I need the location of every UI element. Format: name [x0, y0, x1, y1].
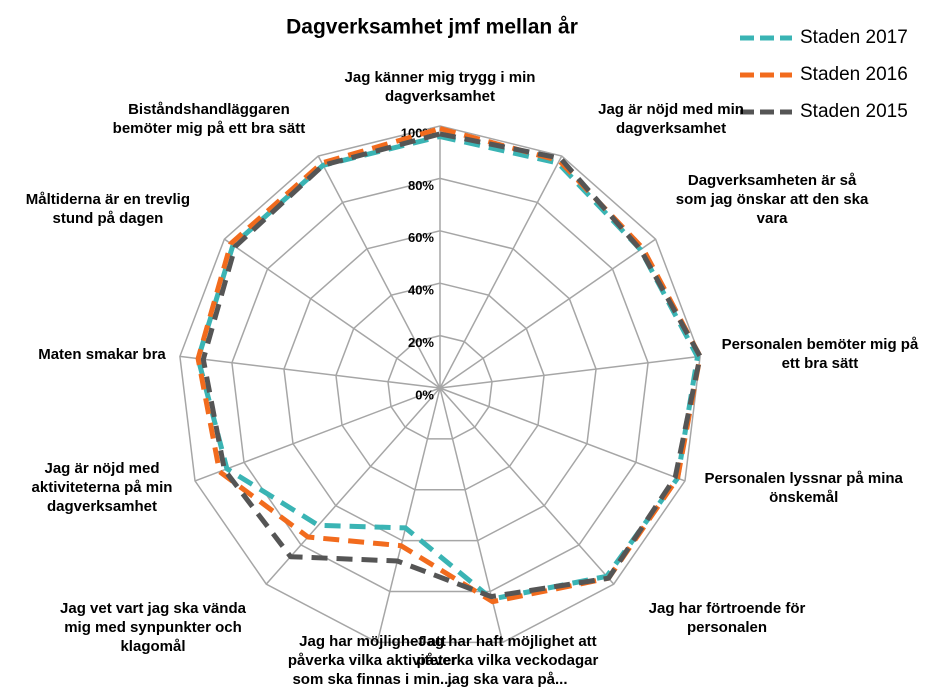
legend-label: Staden 2016	[800, 64, 908, 85]
spoke	[194, 387, 441, 482]
category-label: Biståndshandläggaren bemöter mig på ett …	[112, 101, 306, 138]
spoke	[439, 387, 686, 482]
spoke	[439, 387, 615, 585]
spoke	[439, 355, 701, 389]
category-label: Dagverksamheten är så som jag önskar att…	[675, 171, 869, 227]
category-label: Jag känner mig trygg i min dagverksamhet	[344, 69, 536, 105]
category-label: Jag vet vart jag ska vända mig med synpu…	[60, 600, 246, 656]
spoke	[439, 155, 563, 389]
chart-title: Dagverksamhet jmf mellan år	[286, 16, 578, 39]
category-label: Personalen lyssnar på mina önskemål	[704, 469, 903, 506]
y-tick-label: 40%	[408, 283, 434, 298]
grid-ring	[335, 282, 545, 491]
y-tick-label: 0%	[415, 387, 434, 402]
category-label: Jag har haft möjlighet att påverka vilka…	[416, 633, 599, 688]
y-tick-label: 20%	[408, 335, 434, 350]
y-tick-label: 60%	[408, 230, 434, 245]
spoke	[317, 155, 441, 389]
category-label: Maten smakar bra	[38, 345, 166, 363]
category-label: Jag är nöjd med aktiviteterna på min dag…	[31, 460, 173, 516]
spoke	[223, 238, 441, 389]
spoke	[439, 387, 504, 643]
y-tick-label: 80%	[408, 178, 434, 193]
category-label: Jag är nöjd med min dagverksamhet	[598, 101, 744, 138]
grid-ring	[387, 334, 493, 440]
category-label: Personalen bemöter mig på ett bra sätt	[721, 336, 919, 372]
spoke	[376, 387, 441, 643]
spoke	[179, 355, 441, 389]
grid-ring	[231, 177, 649, 593]
spoke	[439, 238, 657, 389]
grid-ring	[283, 230, 597, 542]
category-label: Jag har förtroende för personalen	[648, 600, 806, 637]
series-line	[200, 131, 703, 600]
category-label: Jag har möjlighet att påverka vilka akti…	[287, 633, 458, 688]
legend-label: Staden 2015	[800, 101, 908, 122]
spoke	[265, 387, 441, 585]
grid-ring	[179, 125, 701, 644]
legend-label: Staden 2017	[800, 27, 908, 48]
category-label: Måltiderna är en trevlig stund på dagen	[25, 190, 191, 227]
